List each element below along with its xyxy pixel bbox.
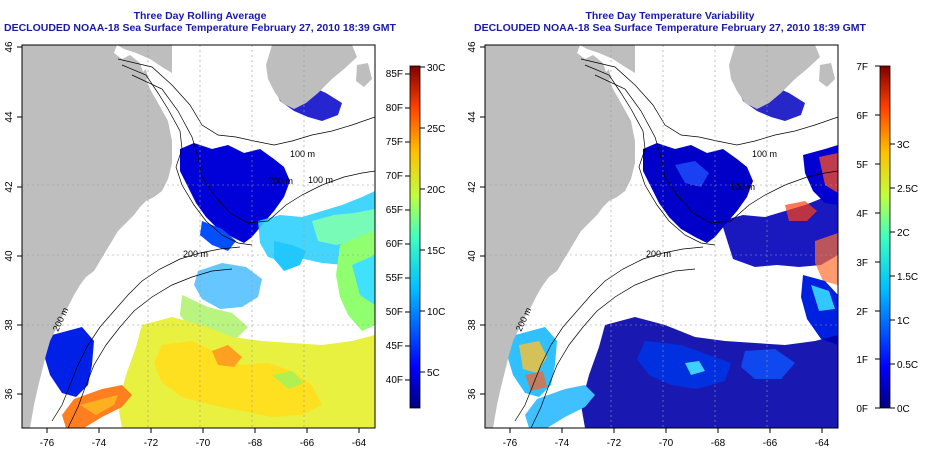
left-sst-field	[22, 45, 375, 428]
left-colorbar: 85F 80F 75F 70F 65F 60F 55F 50F 45F 40F …	[386, 63, 445, 409]
left-colorbar-f-label: 65F	[386, 205, 403, 216]
right-contour-label-3: 200 m	[646, 249, 671, 259]
left-lon-tick: -68	[248, 438, 263, 449]
left-lat-tick: 36	[4, 388, 15, 400]
left-colorbar-c-label: 25C	[427, 124, 445, 135]
right-colorbar-c-label: 0.5C	[897, 360, 918, 371]
right-lon-tick: -74	[555, 438, 570, 449]
right-colorbar-c-label: 2.5C	[897, 184, 918, 195]
left-map-title: Three Day Rolling Average DECLOUDED NOAA…	[0, 10, 400, 34]
right-contour-label-1: 100 m	[752, 149, 777, 159]
left-lon-tick: -72	[144, 438, 159, 449]
left-contour-label-2: 200 m	[268, 176, 293, 186]
left-colorbar-f-label: 85F	[386, 69, 403, 80]
left-contour-label-3: 200 m	[183, 249, 208, 259]
right-colorbar-c-label: 3C	[897, 140, 910, 151]
left-lat-tick: 40	[4, 250, 15, 262]
left-colorbar-f-label: 70F	[386, 171, 403, 182]
right-lat-tick: 42	[467, 181, 478, 193]
right-colorbar-f-label: 3F	[856, 258, 868, 269]
right-lat-tick: 36	[467, 388, 478, 400]
left-lat-tick: 38	[4, 319, 15, 331]
left-map: 100 m 200 m 200 m 100 m 200 m	[21, 44, 376, 429]
left-contour-label-1: 100 m	[290, 149, 315, 159]
right-lon-tick: -70	[659, 438, 674, 449]
right-lon-tick: -72	[607, 438, 622, 449]
right-lon-tick: -68	[711, 438, 726, 449]
left-colorbar-f-label: 55F	[386, 273, 403, 284]
right-axes: -76 -74 -72 -70 -68 -66 -64 46 44 42 40 …	[467, 41, 830, 449]
left-colorbar-f-label: 60F	[386, 239, 403, 250]
left-colorbar-f-label: 75F	[386, 137, 403, 148]
right-lon-tick: -66	[763, 438, 778, 449]
right-colorbar: 7F 6F 5F 4F 3F 2F 1F 0F 3C 2.5C 2C 1.5C …	[856, 62, 918, 415]
left-lon-tick: -76	[40, 438, 55, 449]
right-variability-field	[485, 45, 838, 428]
right-lon-tick: -64	[815, 438, 830, 449]
right-colorbar-f-label: 6F	[856, 111, 868, 122]
right-map-title: Three Day Temperature Variability DECLOU…	[470, 10, 870, 34]
left-colorbar-gradient	[409, 65, 421, 409]
right-title-line2: DECLOUDED NOAA-18 Sea Surface Temperatur…	[474, 22, 866, 34]
right-lat-tick: 46	[467, 41, 478, 53]
left-contour-label-4: 100 m	[308, 175, 333, 185]
left-lon-tick: -64	[352, 438, 367, 449]
left-colorbar-c-label: 30C	[427, 63, 445, 74]
right-colorbar-gradient	[879, 65, 891, 409]
left-colorbar-c-label: 20C	[427, 185, 445, 196]
right-colorbar-c-label: 1C	[897, 316, 910, 327]
right-colorbar-f-label: 0F	[856, 404, 868, 415]
left-colorbar-f-label: 50F	[386, 307, 403, 318]
left-lat-tick: 46	[4, 41, 15, 53]
left-lat-tick: 42	[4, 181, 15, 193]
right-colorbar-f-label: 4F	[856, 209, 868, 220]
left-lon-tick: -70	[196, 438, 211, 449]
right-colorbar-f-label: 1F	[856, 355, 868, 366]
right-colorbar-f-label: 2F	[856, 307, 868, 318]
left-colorbar-c-label: 5C	[427, 368, 440, 379]
right-colorbar-c-label: 2C	[897, 228, 910, 239]
right-lon-tick: -76	[503, 438, 518, 449]
left-colorbar-f-label: 40F	[386, 375, 403, 386]
right-colorbar-f-label: 5F	[856, 160, 868, 171]
right-title-line1: Three Day Temperature Variability	[585, 10, 755, 22]
left-axes: -76 -74 -72 -70 -68 -66 -64 46 44 42 40 …	[4, 41, 367, 449]
right-colorbar-c-label: 0C	[897, 404, 910, 415]
left-title-line1: Three Day Rolling Average	[133, 10, 267, 22]
left-colorbar-f-label: 45F	[386, 341, 403, 352]
left-lat-tick: 44	[4, 111, 15, 123]
left-lon-tick: -74	[92, 438, 107, 449]
left-lon-tick: -66	[300, 438, 315, 449]
right-contour-label-2: 100 m	[730, 182, 755, 192]
right-colorbar-f-label: 7F	[856, 62, 868, 73]
right-map: 100 m 100 m 200 m 200 m	[484, 44, 839, 429]
left-colorbar-c-label: 10C	[427, 307, 445, 318]
right-lat-tick: 38	[467, 319, 478, 331]
right-lat-tick: 40	[467, 250, 478, 262]
right-colorbar-c-label: 1.5C	[897, 272, 918, 283]
right-lat-tick: 44	[467, 111, 478, 123]
left-colorbar-c-label: 15C	[427, 246, 445, 257]
left-title-line2: DECLOUDED NOAA-18 Sea Surface Temperatur…	[4, 22, 396, 34]
left-colorbar-f-label: 80F	[386, 103, 403, 114]
